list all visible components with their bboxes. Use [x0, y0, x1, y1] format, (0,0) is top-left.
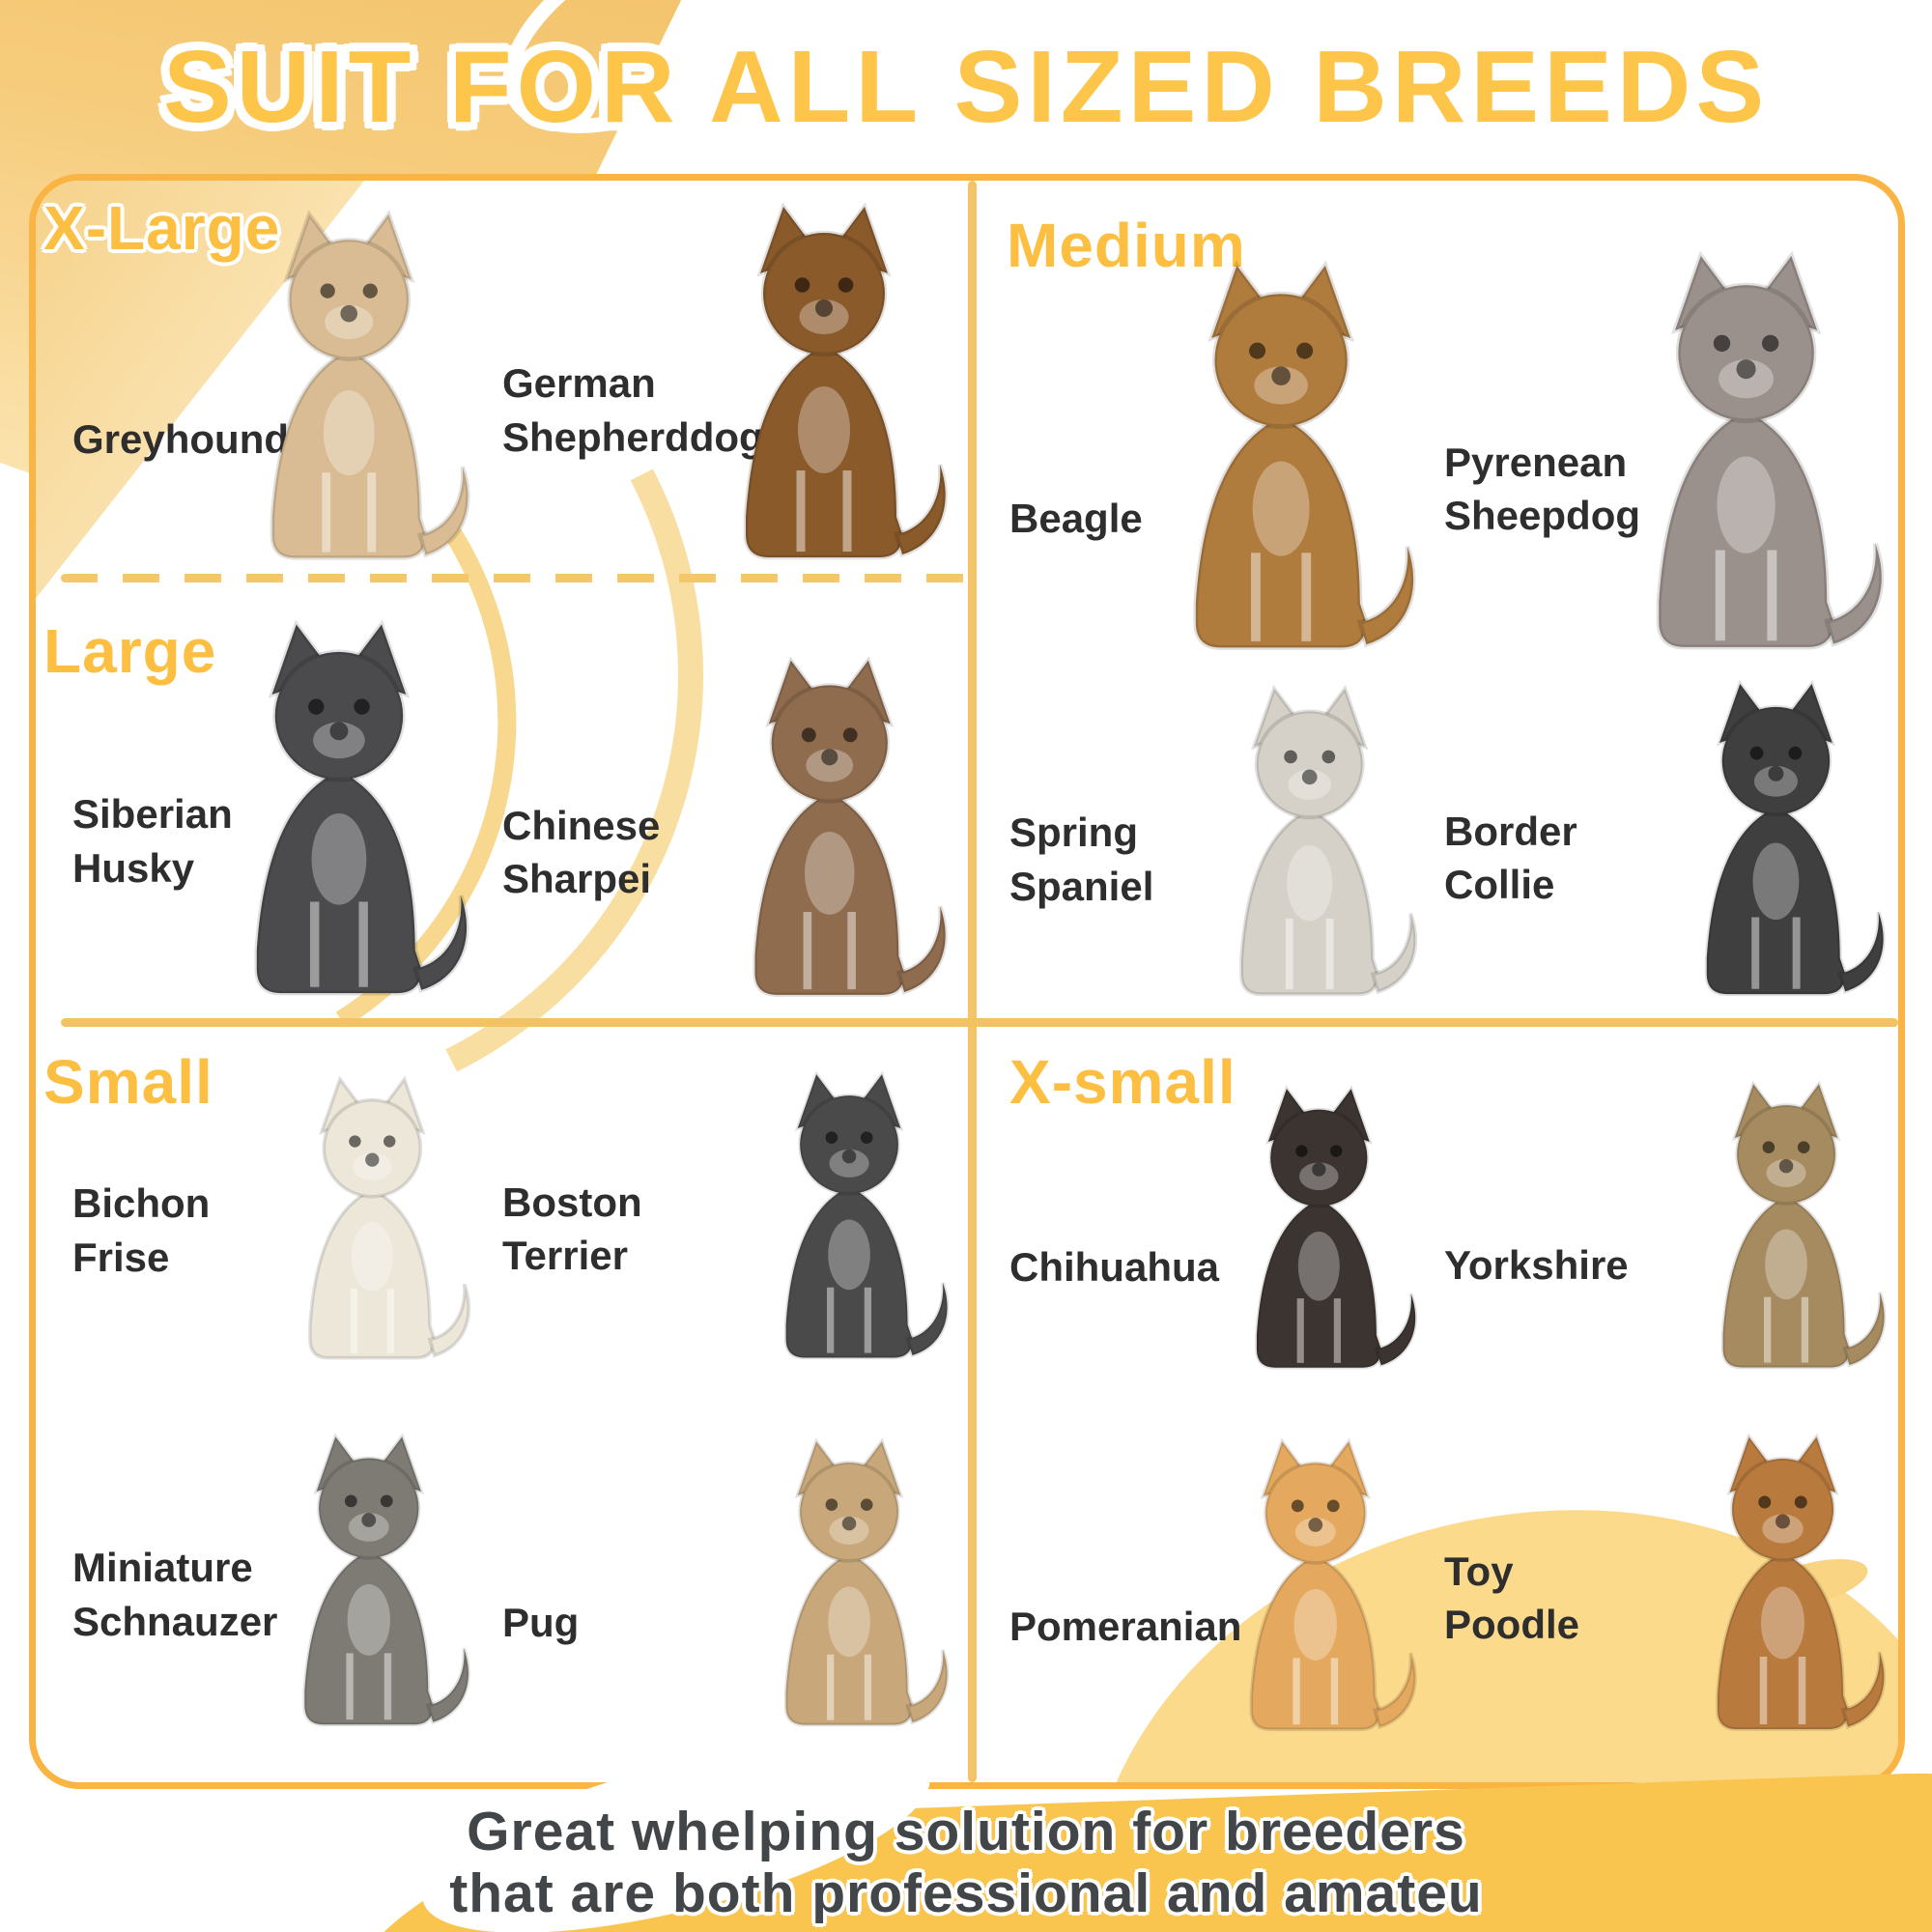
dog-silhouette: [1659, 256, 1882, 647]
dog-silhouette: [786, 1074, 948, 1357]
dog-silhouette: [746, 207, 946, 557]
section-header-large: Large: [43, 616, 217, 686]
breed-label: Yorkshire: [1444, 1242, 1629, 1289]
dog-silhouette: [755, 661, 946, 995]
dog-photo-beagle: [1139, 256, 1423, 667]
breed-cell-chinese-sharpei: Chinese Sharpei: [495, 654, 958, 1013]
dog-photo-chihuahua: [1215, 1082, 1423, 1381]
section-header-small: Small: [43, 1047, 213, 1117]
breed-label: Chihuahua: [1009, 1243, 1219, 1290]
dog-silhouette: [786, 1441, 948, 1724]
dog-photo-german-shepherddog: [694, 198, 954, 575]
section-header-x-small: X-small: [1009, 1047, 1236, 1117]
dog-photo-yorkshire: [1681, 1077, 1891, 1381]
footer-line-2: that are both professional and amateu: [449, 1862, 1483, 1925]
breed-label: Chinese Sharpei: [502, 802, 661, 901]
breed-cell-border-collie: Border Collie: [1436, 678, 1895, 1011]
dog-silhouette: [1252, 1441, 1416, 1729]
breed-cell-bichon-frise: Bichon Frise: [65, 1074, 480, 1374]
breed-cell-miniature-schnauzer: Miniature Schnauzer: [65, 1432, 480, 1741]
breed-cell-yorkshire: Yorkshire: [1436, 1079, 1895, 1383]
dog-silhouette: [305, 1436, 469, 1724]
breed-cell-beagle: Beagle: [1002, 258, 1427, 668]
footer-line-1: Great whelping solution for breeders: [467, 1801, 1465, 1862]
dog-photo-pyrenean-sheepdog: [1601, 246, 1891, 667]
dashed-divider: [61, 574, 971, 582]
breed-label: Border Collie: [1444, 808, 1577, 908]
dog-silhouette: [1257, 1089, 1415, 1368]
breed-label: Spring Spaniel: [1009, 810, 1154, 909]
horizontal-divider: [61, 1018, 1898, 1027]
dog-silhouette: [1723, 1084, 1885, 1367]
dog-silhouette: [1718, 1437, 1884, 1730]
breed-label: Miniature Schnauzer: [72, 1545, 278, 1644]
breed-cell-pyrenean-sheepdog: Pyrenean Sheepdog: [1436, 248, 1895, 668]
breed-label: Pyrenean Sheepdog: [1444, 439, 1641, 539]
breed-cell-pug: Pug: [495, 1436, 958, 1741]
dog-silhouette: [1241, 689, 1415, 994]
dog-photo-chinese-sharpei: [705, 652, 954, 1011]
breed-cell-pomeranian: Pomeranian: [1002, 1436, 1427, 1746]
breed-label: Siberian Husky: [72, 791, 233, 891]
dog-photo-pug: [744, 1435, 954, 1739]
breed-cell-greyhound: Greyhound: [65, 208, 480, 577]
section-header-x-large: X-Large: [43, 193, 281, 263]
dog-silhouette: [257, 624, 467, 993]
page-title: SUIT FOR ALL SIZED BREEDS: [162, 30, 1770, 144]
breed-cell-boston-terrier: Boston Terrier: [495, 1069, 958, 1374]
dog-photo-greyhound: [221, 206, 476, 575]
breed-cell-siberian-husky: Siberian Husky: [65, 617, 480, 1013]
breed-cell-toy-poodle: Toy Poodle: [1436, 1432, 1895, 1746]
breed-label: Pomeranian: [1009, 1603, 1242, 1649]
dog-photo-toy-poodle: [1674, 1430, 1891, 1744]
dog-photo-siberian-husky: [202, 615, 476, 1011]
section-header-medium: Medium: [1007, 211, 1246, 280]
breed-cell-chihuahua: Chihuahua: [1002, 1084, 1427, 1383]
dog-photo-pomeranian: [1208, 1435, 1423, 1744]
dog-photo-miniature-schnauzer: [262, 1430, 476, 1739]
dog-silhouette: [1196, 266, 1413, 648]
dog-photo-boston-terrier: [744, 1067, 954, 1372]
breed-label: German Shepherddog: [502, 360, 764, 460]
breed-cell-german-shepherddog: German Shepherddog: [495, 200, 958, 577]
dog-photo-spring-spaniel: [1196, 681, 1423, 1009]
breed-cell-spring-spaniel: Spring Spaniel: [1002, 683, 1427, 1011]
breeds-panel: X-Large Large Small Medium X-small Greyh…: [29, 174, 1905, 1789]
breed-label: Pug: [502, 1600, 580, 1646]
dog-photo-border-collie: [1661, 676, 1891, 1009]
breed-label: Greyhound: [72, 415, 290, 462]
vertical-divider: [968, 181, 977, 1782]
dog-silhouette: [271, 214, 467, 558]
dog-photo-bichon-frise: [269, 1072, 476, 1372]
dog-silhouette: [310, 1079, 469, 1358]
footer-tagline: Great whelping solution for breeders tha…: [0, 1801, 1932, 1925]
breed-label: Beagle: [1009, 496, 1143, 542]
breed-label: Boston Terrier: [502, 1179, 642, 1279]
breed-label: Bichon Frise: [72, 1180, 211, 1280]
breed-label: Toy Poodle: [1444, 1548, 1580, 1648]
dog-silhouette: [1707, 684, 1884, 994]
